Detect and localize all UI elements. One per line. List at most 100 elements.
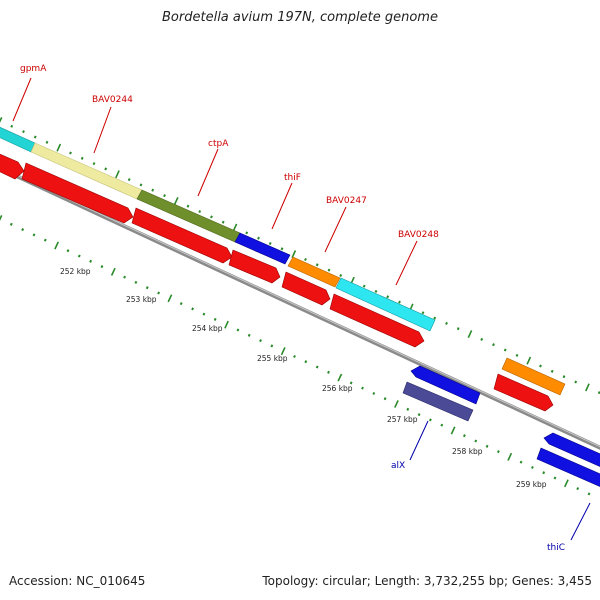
feature-BAV0248[interactable]: [335, 277, 436, 332]
ring-dot: [539, 364, 542, 368]
tick-label: 258 kbp: [452, 447, 483, 456]
gene-label-thiF[interactable]: thiF: [284, 173, 301, 183]
ring-dot: [89, 259, 93, 263]
ring-dot: [202, 312, 206, 316]
ring-dot: [386, 295, 390, 299]
ring-dot: [291, 250, 297, 259]
ring-dot: [32, 233, 36, 237]
gene-label-ctpA[interactable]: ctpA: [208, 139, 229, 149]
feature-thiC[interactable]: [543, 432, 600, 467]
cds-arrow[interactable]: [281, 271, 331, 306]
ring-dot: [485, 444, 489, 448]
ring-dot: [186, 204, 190, 208]
feature-thiC-gene[interactable]: [536, 447, 600, 487]
feature-track-reverse: [402, 365, 600, 487]
ring-dot: [440, 423, 444, 427]
ring-dot: [339, 273, 343, 278]
cds-arrow[interactable]: [329, 293, 425, 348]
kbp-tick-labels: 252 kbp 253 kbp 254 kbp 255 kbp 256 kbp …: [60, 267, 547, 489]
ring-dot: [576, 487, 580, 491]
ring-dot: [210, 215, 213, 219]
ring-dot: [270, 344, 274, 348]
ring-dot: [480, 337, 484, 341]
ring-dot: [406, 407, 410, 411]
ring-dot: [104, 167, 108, 171]
ring-dot: [585, 383, 590, 392]
ring-dot: [100, 265, 104, 269]
outer-dotted-ring: [0, 117, 600, 395]
feature-track-outer: [0, 125, 566, 396]
ring-dot: [394, 400, 399, 408]
map-title: Bordetella avium 197N, complete genome: [162, 10, 438, 25]
cds-arrow[interactable]: [21, 162, 134, 224]
ring-dot: [445, 321, 448, 325]
ring-dot: [362, 284, 366, 288]
feature-orange-2[interactable]: [501, 357, 566, 396]
ring-dot: [550, 369, 554, 373]
ring-dot: [417, 413, 421, 417]
tick-label: 252 kbp: [60, 267, 91, 276]
gene-label-BAV0247[interactable]: BAV0247: [326, 196, 367, 206]
ring-dot: [198, 210, 202, 214]
ring-dot: [372, 391, 376, 395]
accession-text: Accession: NC_010645: [9, 574, 146, 588]
ring-dot: [526, 356, 532, 365]
gene-label-gpmA[interactable]: gpmA: [20, 64, 47, 74]
ring-dot: [221, 220, 225, 224]
ring-dot: [530, 465, 534, 469]
ring-dot: [450, 426, 456, 435]
ring-dot: [33, 135, 37, 139]
ring-dot: [462, 434, 466, 438]
ring-dot: [66, 249, 70, 253]
ring-dot: [337, 373, 343, 382]
ring-dot: [224, 320, 229, 329]
ring-dot: [173, 196, 179, 205]
feature-alX-gene[interactable]: [402, 381, 474, 422]
ring-dot: [519, 460, 523, 464]
ring-dot: [179, 302, 183, 306]
tick-label: 254 kbp: [192, 324, 223, 333]
ring-dot: [327, 268, 331, 272]
ring-dot: [56, 143, 62, 152]
gene-label-alX[interactable]: alX: [391, 461, 405, 471]
ring-dot: [280, 247, 284, 251]
ring-dot: [167, 294, 173, 303]
ring-dot: [374, 289, 378, 293]
ring-dot: [45, 140, 49, 144]
gene-label-BAV0244[interactable]: BAV0244: [92, 95, 133, 105]
ring-dot: [503, 348, 507, 352]
feature-BAV0247[interactable]: [287, 256, 341, 288]
ring-dot: [115, 170, 120, 179]
tick-label: 259 kbp: [516, 480, 547, 489]
cds-arrow[interactable]: [0, 152, 25, 180]
ring-dot: [563, 479, 569, 488]
ring-dot: [259, 339, 262, 343]
ring-dot: [54, 241, 60, 250]
ring-dot: [163, 194, 166, 198]
feature-gpmA[interactable]: [0, 125, 36, 153]
ring-dot: [398, 300, 401, 304]
ring-dot: [574, 380, 578, 384]
ring-dot: [467, 330, 473, 339]
label-leaders: [12, 77, 591, 541]
gene-label-thiC[interactable]: thiC: [547, 543, 565, 553]
ring-dot: [280, 347, 286, 356]
ring-dot: [507, 452, 513, 461]
ring-dot: [361, 386, 364, 390]
ring-dot: [127, 178, 131, 182]
topology-summary: Topology: circular; Length: 3,732,255 bp…: [262, 574, 592, 588]
ring-dot: [80, 156, 84, 160]
feature-thiF[interactable]: [234, 232, 291, 265]
gene-label-BAV0248[interactable]: BAV0248: [398, 230, 439, 240]
cds-arrow[interactable]: [228, 249, 281, 284]
feature-track-cds: [0, 152, 554, 412]
cds-arrow[interactable]: [131, 207, 233, 264]
ring-dot: [428, 418, 432, 422]
gene-labels: gpmA BAV0244 ctpA thiF BAV0247 BAV0248 a…: [20, 64, 565, 553]
ring-dot: [562, 375, 566, 379]
feature-alX[interactable]: [410, 365, 481, 405]
ring-dot: [245, 231, 249, 235]
ring-dot: [247, 333, 251, 337]
cds-arrow[interactable]: [493, 373, 554, 412]
